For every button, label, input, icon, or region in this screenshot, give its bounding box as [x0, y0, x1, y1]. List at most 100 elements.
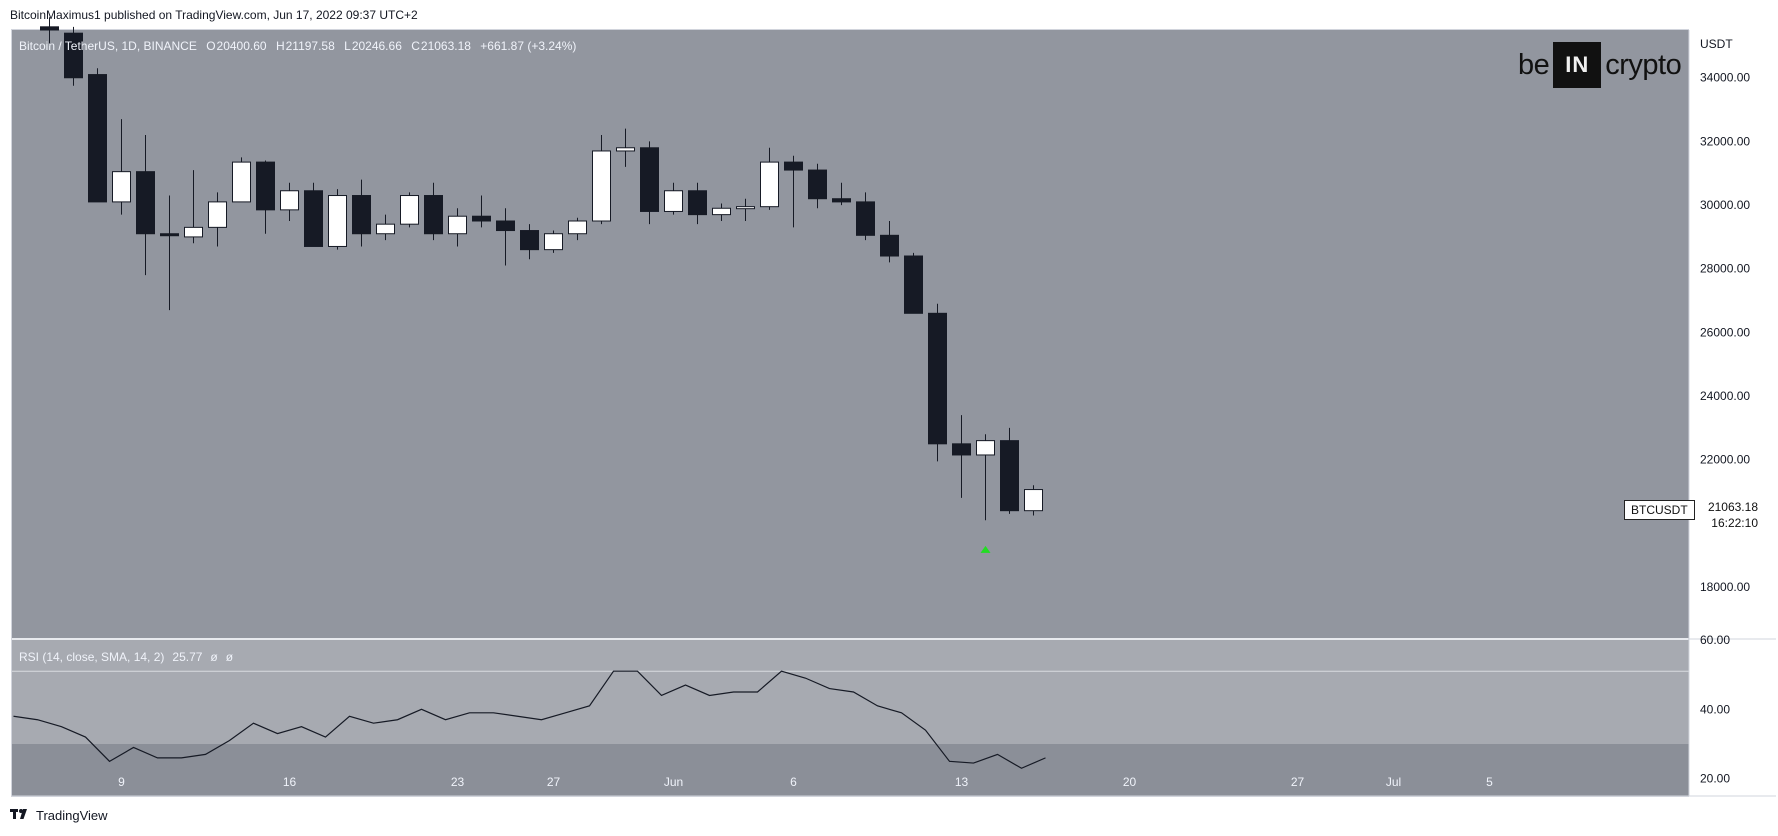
candle-body: [1000, 440, 1019, 512]
candle-body: [64, 32, 83, 79]
candle-body: [592, 150, 611, 222]
candle-body: [232, 161, 251, 203]
last-price-value: 21063.18: [1707, 500, 1758, 514]
price-tick-label: 34000.00: [1700, 71, 1750, 85]
candle-body: [184, 226, 203, 238]
time-tick-label: 6: [790, 775, 797, 789]
marker-layer: [980, 545, 991, 553]
open-value: 20400.60: [216, 39, 267, 53]
time-axis: 9 16 23 27 Jun 6 13 20 27 Jul 5: [118, 775, 1493, 789]
high-value: 21197.58: [285, 39, 335, 53]
rsi-line: [13, 670, 1046, 769]
rsi-legend: RSI (14, close, SMA, 14, 2) 25.77 ø ø: [19, 650, 241, 664]
time-tick-label: 27: [547, 775, 561, 789]
candle-body: [976, 440, 995, 456]
candle-body: [568, 220, 587, 235]
candle-body: [544, 233, 563, 251]
candle-body: [280, 190, 299, 211]
candle-body: [136, 171, 155, 235]
candle-body: [712, 207, 731, 216]
time-tick-label: Jul: [1386, 775, 1401, 789]
candle-body: [640, 147, 659, 212]
tradingview-logo-icon: [10, 808, 32, 823]
candle-body: [616, 147, 635, 152]
rsi-line-layer: [13, 670, 1046, 769]
candle-body: [160, 233, 179, 237]
rsi-tick-label: 20.00: [1700, 772, 1730, 786]
time-tick-label: 5: [1486, 775, 1493, 789]
time-tick-label: Jun: [664, 775, 683, 789]
candle-body: [256, 161, 275, 211]
publisher-header: BitcoinMaximus1 published on TradingView…: [10, 8, 418, 22]
logo-left-text: be: [1518, 48, 1550, 81]
footer-brand[interactable]: TradingView: [36, 808, 108, 823]
time-tick-label: 13: [955, 775, 969, 789]
candle-body: [832, 198, 851, 203]
candle-body: [928, 312, 947, 445]
price-tick-label: 26000.00: [1700, 325, 1750, 339]
price-tick-label: 32000.00: [1700, 134, 1750, 148]
price-tick-label: 22000.00: [1700, 453, 1750, 467]
candle-body: [400, 195, 419, 225]
rsi-extra-1: ø: [210, 650, 218, 664]
candle-body: [472, 215, 491, 222]
candle-body: [208, 201, 227, 228]
candle-body: [376, 223, 395, 235]
price-tick-label: 24000.00: [1700, 389, 1750, 403]
symbol-title[interactable]: Bitcoin / TetherUS, 1D, BINANCE: [19, 39, 197, 53]
logo-right-text: crypto: [1605, 48, 1682, 81]
footer: TradingView: [10, 808, 108, 823]
open-key: O: [206, 39, 216, 53]
candle-body: [304, 190, 323, 247]
buy-signal-marker: [980, 545, 991, 553]
low-value: 20246.66: [351, 39, 402, 53]
time-tick-label: 16: [283, 775, 297, 789]
rsi-value: 25.77: [172, 650, 203, 664]
rsi-tick-label: 40.00: [1700, 702, 1730, 716]
time-tick-label: 23: [451, 775, 465, 789]
candle-body: [880, 234, 899, 257]
change-value: +661.87 (+3.24%): [480, 39, 577, 53]
high-key: H: [275, 39, 285, 53]
becrypto-logo: be IN crypto: [1518, 40, 1682, 90]
price-axis-currency: USDT: [1700, 37, 1733, 51]
candle-body: [352, 195, 371, 235]
candle-body: [688, 190, 707, 216]
rsi-lower-zone: [12, 744, 1689, 796]
last-price-box: 21063.18 16:22:10: [1700, 499, 1762, 532]
price-tick-label: 18000.00: [1700, 580, 1750, 594]
price-tick-label: 30000.00: [1700, 198, 1750, 212]
candle-body: [904, 255, 923, 314]
price-tick-label: 28000.00: [1700, 262, 1750, 276]
candle-body: [760, 161, 779, 208]
candle-body: [856, 201, 875, 236]
candle-body: [448, 215, 467, 235]
close-value: 21063.18: [420, 39, 471, 53]
logo-box: IN: [1553, 42, 1602, 88]
symbol-price-tag: BTCUSDT: [1624, 500, 1695, 520]
candle-body: [520, 230, 539, 251]
time-tick-label: 27: [1291, 775, 1305, 789]
rsi-axis: 20.00 40.00 60.00: [1700, 633, 1730, 786]
candle-body: [88, 74, 107, 203]
bar-countdown: 16:22:10: [1711, 516, 1758, 530]
price-pane-background: [12, 30, 1689, 638]
rsi-tick-label: 60.00: [1700, 633, 1730, 647]
rsi-extra-2: ø: [225, 650, 234, 664]
candle-body: [808, 169, 827, 200]
candle-body: [1024, 489, 1043, 512]
candle-body: [952, 443, 971, 456]
time-tick-label: 9: [118, 775, 125, 789]
candle-body: [112, 171, 131, 203]
candle-body: [784, 161, 803, 171]
candle-body: [664, 190, 683, 212]
close-key: C: [411, 39, 420, 53]
rsi-legend-title[interactable]: RSI (14, close, SMA, 14, 2): [19, 650, 165, 664]
candle-body: [424, 195, 443, 235]
symbol-legend: Bitcoin / TetherUS, 1D, BINANCE O20400.6…: [19, 39, 576, 53]
candle-body: [328, 195, 347, 247]
candles-layer: [40, 17, 1043, 521]
candle-body: [736, 206, 755, 210]
candle-body: [40, 26, 59, 31]
